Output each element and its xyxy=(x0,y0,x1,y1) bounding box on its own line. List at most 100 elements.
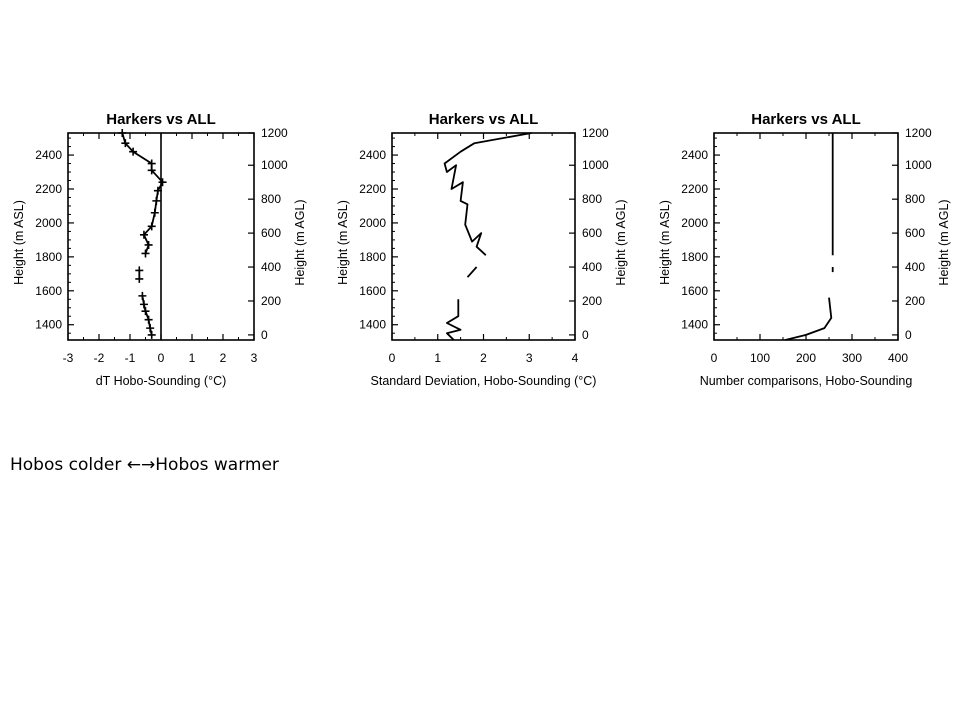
y-right-tick-label: 1200 xyxy=(905,126,932,140)
y-right-tick-label: 1000 xyxy=(582,158,609,172)
data-point xyxy=(146,324,155,333)
chart-title: Harkers vs ALL xyxy=(106,111,216,128)
x-tick-label: 3 xyxy=(251,351,258,365)
y-right-tick-label: 800 xyxy=(905,192,925,206)
y-tick-label: 2200 xyxy=(681,182,708,196)
y-tick-label: 2000 xyxy=(35,216,62,230)
y-right-tick-label: 800 xyxy=(582,192,602,206)
y-tick-label: 1400 xyxy=(359,318,386,332)
data-point xyxy=(129,147,138,156)
y-tick-label: 1800 xyxy=(359,250,386,264)
data-point xyxy=(118,129,127,137)
y-tick-label: 1800 xyxy=(681,250,708,264)
data-point xyxy=(139,230,148,239)
y-tick-label: 2000 xyxy=(359,216,386,230)
y-tick-label: 1600 xyxy=(359,284,386,298)
data-point xyxy=(147,166,156,175)
y-tick-label: 1400 xyxy=(35,318,62,332)
data-point xyxy=(141,307,150,316)
data-point xyxy=(144,240,153,249)
y-right-tick-label: 200 xyxy=(582,294,602,308)
chart-dt: Harkers vs ALL-3 -2 -1 0 1 2 31400160018002000… xyxy=(12,111,307,388)
y-axis-label: Height (m ASL) xyxy=(12,200,26,285)
y-right-tick-label: 600 xyxy=(582,226,602,240)
x-tick-label: -2 xyxy=(94,351,105,365)
y-tick-label: 2200 xyxy=(359,182,386,196)
data-point xyxy=(147,159,156,168)
chart-count: Harkers vs ALL 0 100 200 300 400 1400 1600 1800 2… xyxy=(658,111,951,388)
data-point xyxy=(158,178,167,187)
chart-title: Harkers vs ALL xyxy=(751,111,861,128)
data-point xyxy=(152,196,161,205)
series-line xyxy=(446,299,462,341)
x-tick-label: 100 xyxy=(750,351,770,365)
x-axis-label: Number comparisons, Hobo-Sounding xyxy=(700,374,913,388)
data-point xyxy=(139,300,148,309)
x-tick-label: 400 xyxy=(888,351,908,365)
caption-right: Hobos warmer xyxy=(155,455,279,475)
double-arrow-icon: ←→ xyxy=(126,455,156,475)
y-tick-label: 1400 xyxy=(681,318,708,332)
caption: Hobos colder ←→Hobos warmer xyxy=(10,455,279,475)
y-right-tick-label: 400 xyxy=(582,260,602,274)
x-tick-label: -1 xyxy=(125,351,136,365)
series-line xyxy=(443,132,532,256)
x-tick-label: 2 xyxy=(480,351,487,365)
y-tick-label: 1600 xyxy=(681,284,708,298)
plot-frame xyxy=(391,132,576,341)
x-tick-label: 4 xyxy=(572,351,579,365)
x-axis-label: Standard Deviation, Hobo-Sounding (°C) xyxy=(371,374,597,388)
caption-left: Hobos colder xyxy=(10,455,122,475)
data-point xyxy=(153,186,162,195)
y-tick-label: 2200 xyxy=(35,182,62,196)
y-right-tick-label: 600 xyxy=(261,226,281,240)
y-right-tick-label: 0 xyxy=(261,328,268,342)
x-tick-label: 200 xyxy=(796,351,816,365)
y-right-tick-label: 1200 xyxy=(261,126,288,140)
y-tick-label: 2400 xyxy=(359,148,386,162)
chart-title: Harkers vs ALL xyxy=(429,111,539,128)
data-point xyxy=(135,274,144,283)
y-right-tick-label: 200 xyxy=(261,294,281,308)
plot-frame xyxy=(713,132,899,341)
data-point xyxy=(135,266,144,275)
y-tick-label: 2000 xyxy=(681,216,708,230)
y-right-tick-label: 400 xyxy=(261,260,281,274)
y-tick-label: 1800 xyxy=(35,250,62,264)
x-tick-label: 0 xyxy=(389,351,396,365)
y-right-tick-label: 0 xyxy=(905,328,912,342)
y-right-tick-label: 1000 xyxy=(905,158,932,172)
figure-panels: Harkers vs ALL-3 -2 -1 0 1 2 31400160018002000… xyxy=(12,111,951,388)
x-tick-label: 2 xyxy=(220,351,227,365)
data-point xyxy=(144,315,153,324)
x-tick-label: 300 xyxy=(842,351,862,365)
y-right-tick-label: 400 xyxy=(905,260,925,274)
y-axis-label: Height (m ASL) xyxy=(658,200,672,285)
y-axis-label-right: Height (m AGL) xyxy=(614,199,628,285)
y-axis-label-right: Height (m AGL) xyxy=(937,199,951,285)
data-point xyxy=(147,330,156,339)
y-right-tick-label: 1000 xyxy=(261,158,288,172)
x-tick-label: 0 xyxy=(711,351,718,365)
y-right-tick-label: 0 xyxy=(582,328,589,342)
y-right-tick-label: 800 xyxy=(261,192,281,206)
data-point xyxy=(138,291,147,300)
y-tick-label: 1600 xyxy=(35,284,62,298)
x-tick-label: -3 xyxy=(63,351,74,365)
series-line xyxy=(785,297,833,341)
x-tick-label: 0 xyxy=(158,351,165,365)
y-right-tick-label: 600 xyxy=(905,226,925,240)
data-point xyxy=(147,222,156,231)
x-tick-label: 3 xyxy=(526,351,533,365)
y-axis-label: Height (m ASL) xyxy=(336,200,350,285)
x-tick-label: 1 xyxy=(189,351,196,365)
y-tick-label: 2400 xyxy=(35,148,62,162)
data-point xyxy=(121,139,130,148)
data-point xyxy=(141,249,150,258)
y-right-tick-label: 1200 xyxy=(582,126,609,140)
x-tick-label: 1 xyxy=(434,351,441,365)
y-right-tick-label: 200 xyxy=(905,294,925,308)
data-point xyxy=(150,208,159,217)
y-axis-label-right: Height (m AGL) xyxy=(293,199,307,285)
